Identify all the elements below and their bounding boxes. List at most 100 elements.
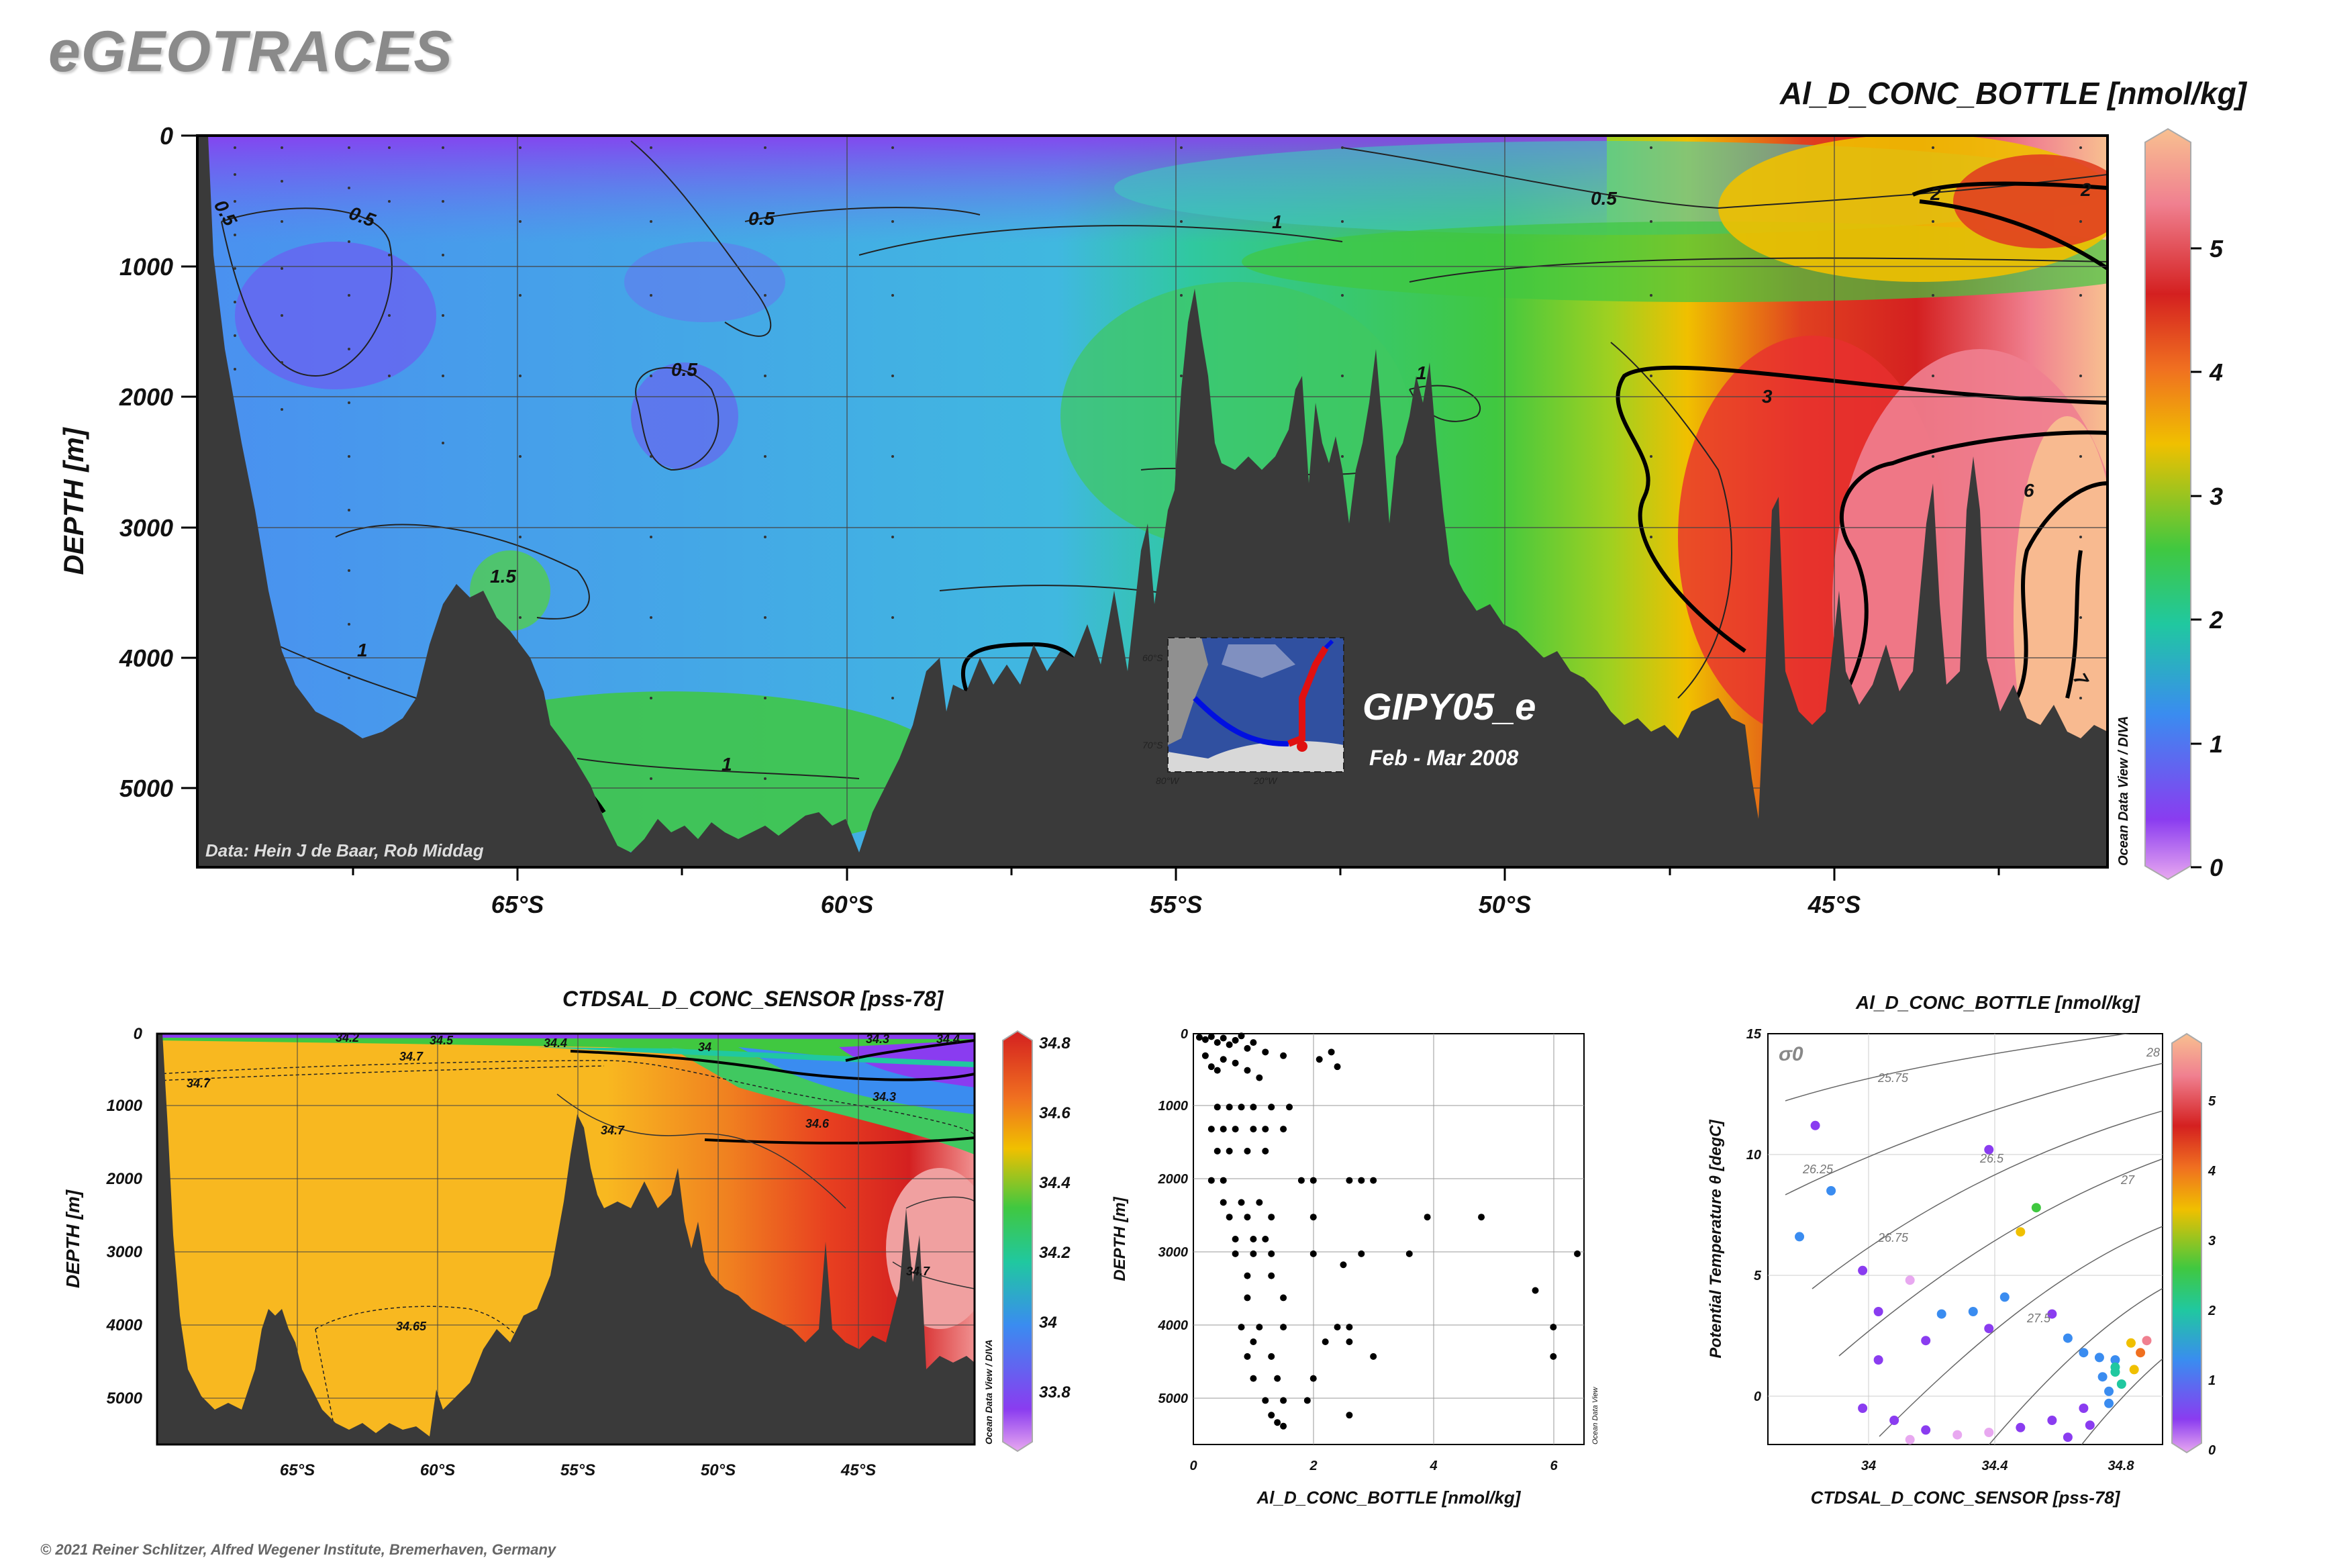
data-point — [2047, 1309, 2057, 1319]
data-point — [1297, 1177, 1305, 1184]
ts-ylabel: Potential Temperature θ [degC] — [1707, 1119, 1725, 1358]
colorbar-tick: 2 — [2208, 1304, 2216, 1318]
contour-label: 1 — [722, 754, 732, 775]
x-tick-label: 60°S — [420, 1461, 455, 1479]
inset-label: 60°S — [1142, 652, 1163, 663]
data-point — [1550, 1353, 1557, 1360]
data-point — [2063, 1333, 2073, 1343]
y-tick-label: 1000 — [107, 1097, 143, 1115]
data-point — [1984, 1324, 1994, 1334]
data-point — [1244, 1294, 1251, 1302]
data-point — [1984, 1144, 1994, 1155]
data-point — [1244, 1214, 1251, 1221]
data-point — [1207, 1063, 1215, 1071]
data-point — [1250, 1375, 1257, 1382]
main-ylabel: DEPTH [m] — [58, 426, 89, 575]
contour-label: 1.5 — [490, 566, 516, 587]
data-point — [1207, 1126, 1215, 1133]
inset-label: 70°S — [1142, 740, 1163, 750]
data-point — [1238, 1032, 1245, 1040]
data-point — [2094, 1353, 2104, 1363]
data-point — [1905, 1434, 1915, 1444]
data-point — [1226, 1104, 1233, 1111]
data-point — [1207, 1033, 1215, 1040]
data-point — [1280, 1294, 1287, 1302]
data-point — [1262, 1397, 1269, 1404]
data-point — [1921, 1336, 1931, 1346]
data-point — [1952, 1430, 1963, 1440]
data-point — [1268, 1104, 1275, 1111]
main-chart-title: Al_D_CONC_BOTTLE [nmol/kg] — [1779, 76, 2246, 111]
data-point — [2110, 1362, 2120, 1372]
data-point — [1984, 1428, 1994, 1437]
y-tick-label: 0 — [134, 1025, 143, 1043]
data-point — [1303, 1397, 1311, 1404]
data-point — [1810, 1120, 1820, 1130]
colorbar-tick: 34.6 — [1039, 1104, 1071, 1122]
main-section-chart: 0.5 0.5 0.5 0.5 0.5 1 1 1 1 1.5 2 2 3 6 … — [58, 122, 2224, 918]
data-point — [2047, 1416, 2057, 1425]
colorbar-tick: 5 — [2208, 1094, 2216, 1109]
contour-label: 6 — [2024, 480, 2034, 501]
data-point — [1220, 1177, 1227, 1184]
sigma-label: σ0 — [1779, 1043, 1803, 1065]
data-point — [1250, 1338, 1257, 1345]
colorbar-tick: 3 — [2210, 483, 2223, 510]
contour-label: 0.5 — [748, 208, 775, 229]
data-point — [2079, 1404, 2089, 1413]
x-tick-label: 34.4 — [1982, 1459, 2008, 1473]
isopycnal-label: 25.75 — [1877, 1071, 1909, 1085]
data-point — [1214, 1147, 1221, 1155]
watermark: Ocean Data View / DIVA — [2116, 716, 2131, 866]
data-point — [1250, 1039, 1257, 1046]
data-point — [1346, 1338, 1353, 1345]
contour-label: 34.6 — [805, 1117, 830, 1130]
inset-map: 60°S 70°S 80°W 20°W — [1142, 637, 1344, 786]
data-point — [1226, 1147, 1233, 1155]
watermark: Ocean Data View — [1591, 1387, 1599, 1444]
data-point — [1244, 1044, 1251, 1052]
x-tick-label: 50°S — [1479, 891, 1531, 918]
data-point — [1532, 1287, 1539, 1294]
colorbar-tick: 33.8 — [1039, 1383, 1071, 1402]
data-point — [1999, 1292, 2010, 1302]
salinity-section-chart: 34.7 34.7 34.7 34.65 34.6 34.3 34.3 34.4… — [62, 1025, 1071, 1479]
colorbar-tick: 4 — [2208, 1164, 2216, 1179]
colorbar-tick: 34.8 — [1039, 1034, 1071, 1052]
x-tick-label: 4 — [1429, 1459, 1437, 1473]
contour-label: 2 — [1930, 183, 1941, 204]
main-colorbar: 0 1 2 3 4 5 — [2144, 128, 2224, 881]
data-point — [1262, 1048, 1269, 1056]
y-tick-label: 10 — [1746, 1148, 1761, 1163]
data-point — [1262, 1147, 1269, 1155]
data-point — [2104, 1386, 2114, 1396]
data-point — [1232, 1059, 1239, 1067]
colorbar-tick: 34 — [1039, 1314, 1057, 1332]
data-point — [1309, 1214, 1317, 1221]
colorbar-tick: 0 — [2208, 1443, 2216, 1458]
colorbar-tick: 4 — [2209, 358, 2223, 386]
data-point — [1550, 1324, 1557, 1331]
data-point — [1250, 1250, 1257, 1257]
copyright-footer: © 2021 Reiner Schlitzer, Alfred Wegener … — [40, 1541, 556, 1558]
data-point — [1280, 1397, 1287, 1404]
cruise-name: GIPY05_e — [1363, 685, 1536, 728]
colorbar-tick: 2 — [2209, 606, 2223, 634]
isopycnal-label: 26.75 — [1877, 1231, 1909, 1244]
data-point — [2085, 1420, 2095, 1430]
colorbar-tick: 1 — [2210, 730, 2223, 758]
x-tick-label: 65°S — [491, 891, 544, 918]
data-point — [1232, 1236, 1239, 1242]
contour-label: 1 — [1272, 211, 1283, 232]
salinity-ylabel: DEPTH [m] — [62, 1189, 83, 1288]
data-point — [1826, 1186, 1836, 1195]
x-tick-label: 55°S — [560, 1461, 595, 1479]
data-point — [1238, 1324, 1245, 1331]
x-tick-label: 0 — [1189, 1459, 1197, 1473]
data-point — [1207, 1177, 1215, 1184]
data-point — [1244, 1272, 1251, 1279]
data-point — [1256, 1074, 1263, 1081]
isopycnal-label: 26.5 — [1979, 1152, 2004, 1165]
y-tick-label: 4000 — [106, 1316, 143, 1334]
x-tick-label: 6 — [1550, 1459, 1558, 1473]
